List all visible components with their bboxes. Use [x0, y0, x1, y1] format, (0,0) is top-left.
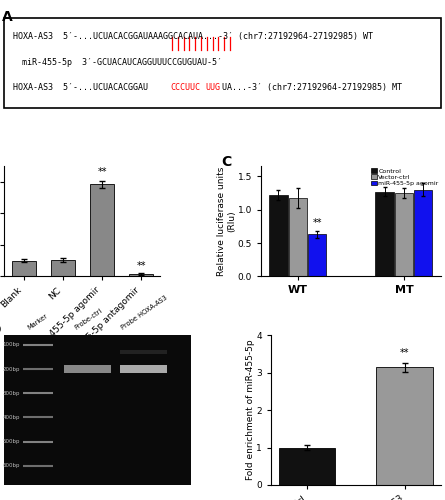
Legend: Control, Vector-ctrl, miR-455-5p agomir: Control, Vector-ctrl, miR-455-5p agomir — [370, 168, 439, 187]
Text: 200bp: 200bp — [3, 366, 20, 372]
Text: UA...-3′ (chr7:27192964-27192985) MT: UA...-3′ (chr7:27192964-27192985) MT — [222, 84, 402, 92]
Bar — [12, 260, 36, 276]
Bar — [129, 274, 154, 276]
Text: 400bp: 400bp — [3, 415, 20, 420]
Text: HOXA-AS3  5′-...UCUACACGGAU: HOXA-AS3 5′-...UCUACACGGAU — [13, 84, 148, 92]
Text: Marker: Marker — [27, 312, 49, 330]
Bar — [120, 350, 167, 354]
Text: **: ** — [137, 261, 146, 271]
Text: 100bp: 100bp — [3, 342, 20, 347]
Text: miR-455-5p  3′-GCUACAUCAGGUUUCCGUGUAU-5′: miR-455-5p 3′-GCUACAUCAGGUUUCCGUGUAU-5′ — [22, 58, 222, 66]
Text: **: ** — [400, 348, 409, 358]
Bar — [279, 448, 335, 485]
Bar — [64, 366, 111, 372]
Bar — [376, 192, 394, 276]
Text: 500bp: 500bp — [3, 439, 20, 444]
Bar — [269, 195, 287, 276]
Text: Probe HOXA-AS3: Probe HOXA-AS3 — [120, 294, 169, 331]
Text: D: D — [0, 323, 1, 337]
FancyBboxPatch shape — [4, 18, 441, 108]
Text: C: C — [222, 156, 232, 170]
Bar — [414, 190, 433, 276]
Text: HOXA-AS3  5′-...UCUACACGGAUAAAGGCACAUA...-3′ (chr7:27192964-27192985) WT: HOXA-AS3 5′-...UCUACACGGAUAAAGGCACAUA...… — [13, 32, 373, 40]
Text: Probe-ctrl: Probe-ctrl — [73, 307, 103, 330]
Text: 300bp: 300bp — [3, 390, 20, 396]
Text: A: A — [2, 10, 13, 24]
Bar — [376, 367, 433, 485]
Text: UUG: UUG — [205, 84, 220, 92]
Y-axis label: Relative luciferase units
(Rlu): Relative luciferase units (Rlu) — [217, 166, 236, 276]
Bar — [308, 234, 326, 277]
Bar — [288, 198, 307, 276]
Y-axis label: Fold enrichment of miR-455-5p: Fold enrichment of miR-455-5p — [246, 340, 255, 480]
Text: **: ** — [97, 168, 107, 177]
Text: CCCUUC: CCCUUC — [170, 84, 200, 92]
Bar — [90, 184, 114, 276]
Text: 600bp: 600bp — [3, 463, 20, 468]
Bar — [51, 260, 75, 276]
Text: **: ** — [312, 218, 322, 228]
Bar — [395, 193, 413, 276]
Bar — [120, 365, 167, 373]
